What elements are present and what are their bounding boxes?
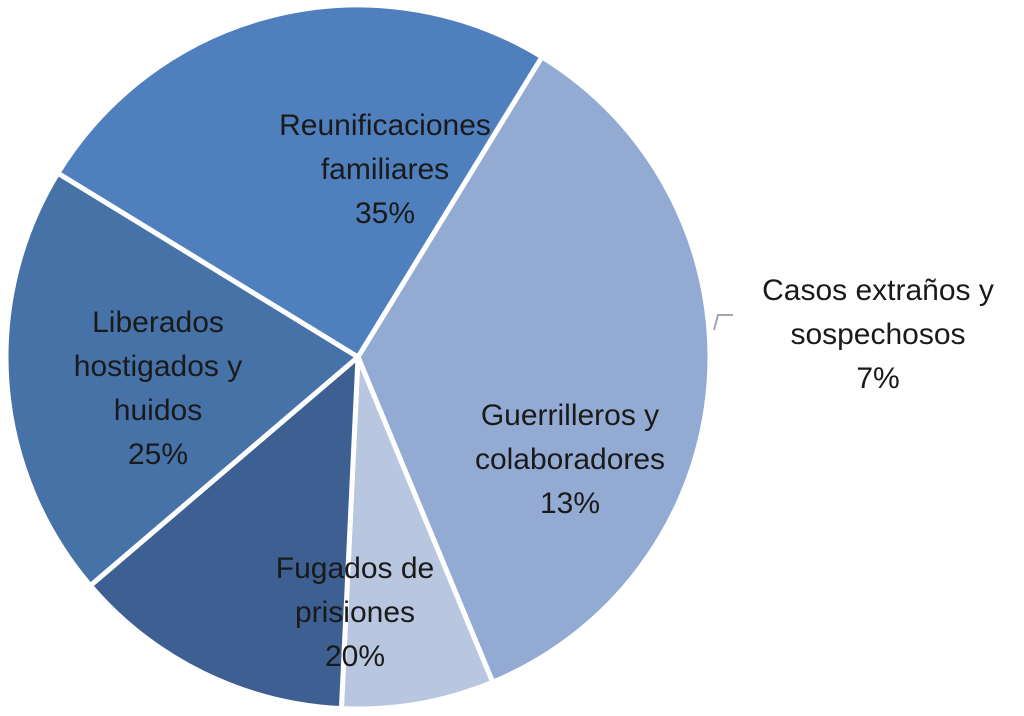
slice-percent-2: 13% [540, 487, 600, 520]
slice-percent-1: 7% [856, 362, 899, 395]
slice-label-3: Fugados de prisiones 20% [276, 552, 434, 673]
slice-name-line-4-0: Liberados [92, 306, 224, 339]
slice-name-line-0-0: Reunificaciones [279, 109, 491, 142]
slice-name-line-1-1: sospechosos [790, 318, 965, 351]
slice-percent-0: 35% [355, 197, 415, 230]
leader-line-1 [713, 314, 733, 331]
pie-slice-4 [55, 2, 545, 360]
slice-percent-4: 25% [128, 438, 188, 471]
slice-name-line-3-0: Fugados de [276, 552, 434, 585]
pie-slice-2 [87, 354, 361, 712]
slice-name-line-1-0: Casos extraños y [762, 274, 994, 307]
slice-percent-3: 20% [325, 640, 385, 673]
slice-label-4: Liberados hostigados y huidos 25% [74, 306, 242, 471]
slice-labels: Reunificaciones familiares 35% Casos extrañ… [74, 109, 994, 673]
pie-slices [3, 2, 713, 712]
slice-label-1: Casos extraños y sospechosos 7% [762, 274, 994, 395]
leader-lines [713, 314, 733, 331]
slice-name-line-2-0: Guerrilleros y [481, 399, 659, 432]
pie-slice-0 [355, 54, 713, 685]
slice-name-line-3-1: prisiones [295, 596, 415, 629]
slice-name-line-0-1: familiares [321, 153, 449, 186]
slice-label-0: Reunificaciones familiares 35% [279, 109, 491, 230]
slice-name-line-4-2: huidos [114, 394, 202, 427]
pie-slice-1 [338, 354, 496, 712]
slice-name-line-2-1: colaboradores [475, 443, 665, 476]
slice-name-line-4-1: hostigados y [74, 350, 242, 383]
slice-label-2: Guerrilleros y colaboradores 13% [475, 399, 665, 520]
pie-slice-3 [3, 170, 361, 589]
